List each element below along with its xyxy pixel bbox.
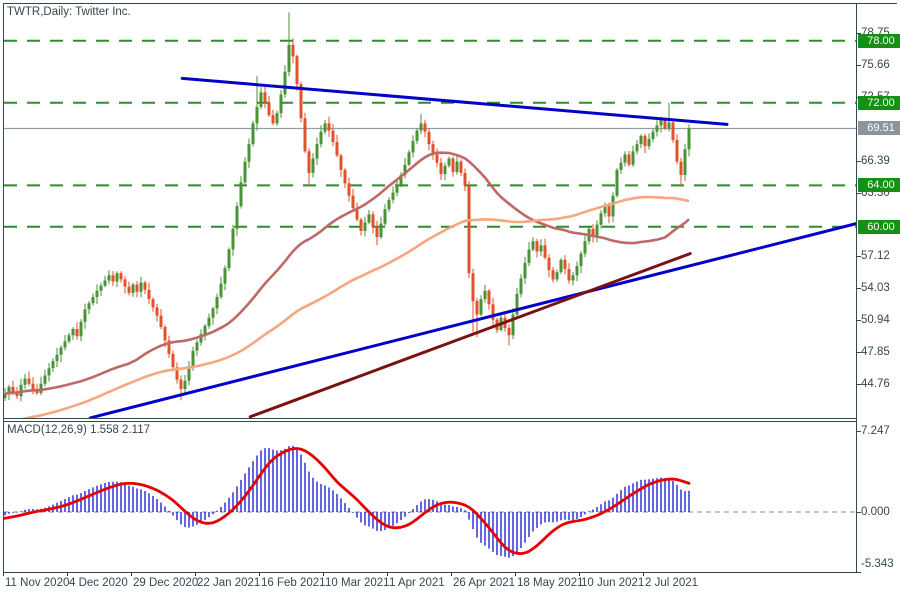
price-tick: [856, 161, 861, 162]
macd-tick: [856, 431, 861, 432]
date-label: 2 Jul 2021: [645, 577, 699, 589]
date-label: 16 Feb 2021: [261, 577, 326, 589]
macd-indicator-panel[interactable]: [4, 421, 856, 572]
price-tick: [856, 384, 861, 385]
frame-left: [3, 3, 4, 573]
date-tick: [323, 572, 324, 576]
date-tick: [579, 572, 580, 576]
date-label: 22 Jan 2021: [197, 577, 261, 589]
date-tick: [451, 572, 452, 576]
price-tick: [856, 352, 861, 353]
price-tick: [856, 320, 861, 321]
level-price-badge: 64.00: [858, 178, 900, 192]
time-axis-line: [3, 572, 857, 573]
macd-tick-label: 7.247: [861, 425, 890, 437]
price-tick-label: 44.76: [861, 378, 890, 390]
date-label: 10 Mar 2021: [325, 577, 390, 589]
date-tick: [387, 572, 388, 576]
date-label: 26 Apr 2021: [453, 577, 516, 589]
price-tick: [856, 288, 861, 289]
panel-separator-bottom: [3, 421, 856, 422]
panel-separator-top: [3, 418, 856, 419]
price-tick-label: 54.03: [861, 282, 890, 294]
macd-tick: [856, 512, 861, 513]
date-tick: [259, 572, 260, 576]
price-tick-label: 47.85: [861, 346, 890, 358]
date-tick: [195, 572, 196, 576]
price-tick: [856, 193, 861, 194]
date-tick: [131, 572, 132, 576]
price-tick-label: 57.12: [861, 250, 890, 262]
date-tick: [643, 572, 644, 576]
date-tick: [3, 572, 4, 576]
macd-tick-label: -5.343: [861, 558, 894, 570]
date-label: 4 Dec 2020: [69, 577, 128, 589]
price-tick: [856, 33, 861, 34]
frame-top: [3, 3, 897, 4]
chart-symbol-title: TWTR,Daily: Twitter Inc.: [7, 6, 131, 18]
macd-indicator-label: MACD(12,26,9) 1.558 2.117: [7, 424, 150, 436]
date-label: 11 Nov 2020: [5, 577, 70, 589]
price-tick: [856, 65, 861, 66]
current-price-badge: 69.51: [858, 121, 900, 135]
price-tick-label: 50.94: [861, 314, 890, 326]
level-price-badge: 60.00: [858, 220, 900, 234]
date-label: 1 Apr 2021: [389, 577, 445, 589]
date-tick: [515, 572, 516, 576]
level-price-badge: 78.00: [858, 34, 900, 48]
price-tick-label: 75.66: [861, 59, 890, 71]
price-chart-panel[interactable]: [4, 4, 856, 418]
macd-tick-label: 0.000: [861, 506, 890, 518]
date-label: 18 May 2021: [517, 577, 584, 589]
date-tick: [67, 572, 68, 576]
price-tick-label: 66.39: [861, 155, 890, 167]
macd-tick: [856, 572, 861, 573]
date-label: 29 Dec 2020: [133, 577, 199, 589]
date-label: 10 Jun 2021: [581, 577, 645, 589]
level-price-badge: 72.00: [858, 96, 900, 110]
price-tick: [856, 256, 861, 257]
